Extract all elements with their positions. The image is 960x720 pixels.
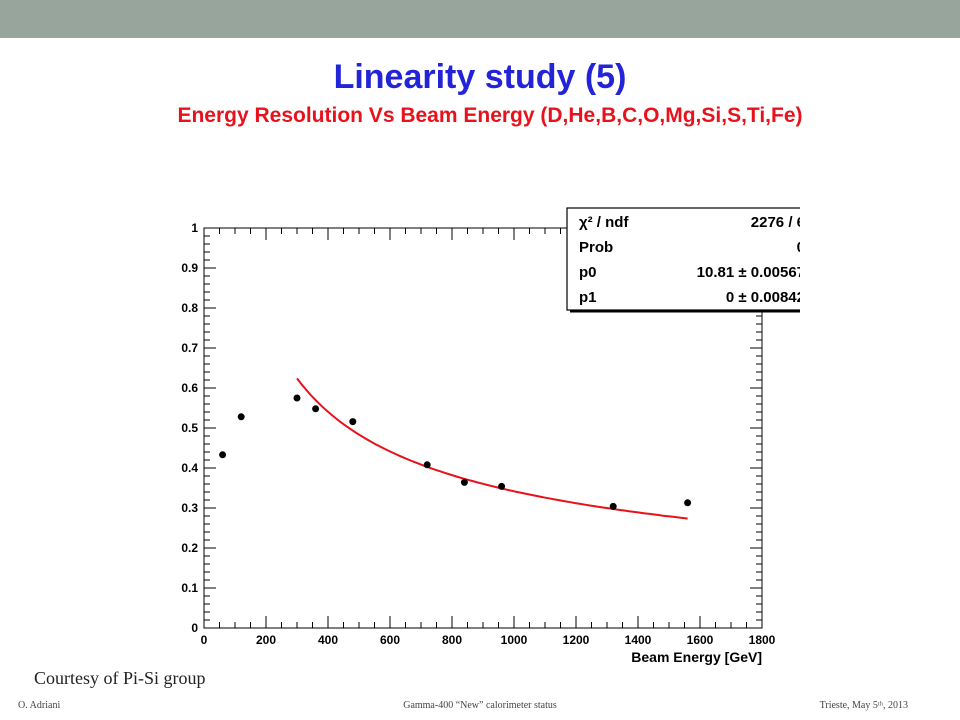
data-point: [237, 413, 245, 421]
resolution-chart: 0 200 400 600 800 1000 1200 1400 1600 1800 0 0.1 0.2…: [181, 207, 800, 665]
stats-label: p1: [579, 289, 597, 306]
stats-label: Prob: [579, 239, 613, 256]
x-tick-label: 1000: [501, 633, 528, 647]
stats-label: χ² / ndf: [579, 214, 629, 231]
x-tick-label: 1800: [749, 633, 776, 647]
data-point: [349, 418, 357, 426]
footer-author: O. Adriani: [18, 700, 61, 711]
y-tick-label: 0: [191, 621, 198, 635]
footer-date: Trieste, May 5ᵗʰ, 2013: [819, 700, 908, 711]
data-point: [293, 394, 301, 402]
x-tick-label: 1400: [625, 633, 652, 647]
data-point: [312, 405, 320, 413]
stats-value: 10.81 ± 0.00567: [697, 264, 800, 281]
y-tick-label: 0.7: [181, 341, 198, 355]
stats-label: p0: [579, 264, 597, 281]
fit-curve: [296, 377, 688, 520]
stats-value: 2276 / 6: [751, 214, 800, 231]
data-point: [219, 451, 227, 459]
y-tick-label: 0.4: [181, 461, 198, 475]
x-tick-label: 0: [201, 633, 208, 647]
data-point: [423, 461, 431, 469]
stats-box: [566, 207, 800, 311]
footer-presentation-title: Gamma-400 “New” calorimeter status: [403, 700, 557, 711]
y-tick-label: 0.3: [181, 501, 198, 515]
x-tick-label: 1200: [563, 633, 590, 647]
y-tick-label: 1: [191, 221, 198, 235]
header-bar: [0, 0, 960, 38]
courtesy-note: Courtesy of Pi-Si group: [34, 668, 206, 688]
y-tick-label: 0.1: [181, 581, 198, 595]
x-tick-label: 1600: [687, 633, 714, 647]
slide-title: Linearity study (5): [333, 58, 627, 96]
x-tick-label: 400: [318, 633, 338, 647]
slide-subtitle: Energy Resolution Vs Beam Energy (D,He,B…: [177, 104, 803, 127]
y-tick-label: 0.2: [181, 541, 198, 555]
x-tick-label: 600: [380, 633, 400, 647]
x-tick-label: 200: [256, 633, 276, 647]
x-tick-label: 800: [442, 633, 462, 647]
y-tick-label: 0.8: [181, 301, 198, 315]
data-point: [498, 482, 506, 490]
data-point: [609, 502, 617, 510]
x-axis-label: Beam Energy [GeV]: [631, 649, 762, 665]
y-tick-label: 0.5: [181, 421, 198, 435]
stats-value: 0: [797, 239, 800, 256]
y-tick-label: 0.9: [181, 261, 198, 275]
data-point: [460, 478, 468, 486]
y-tick-label: 0.6: [181, 381, 198, 395]
data-point: [684, 499, 692, 507]
stats-value: 0 ± 0.00842: [726, 289, 800, 306]
